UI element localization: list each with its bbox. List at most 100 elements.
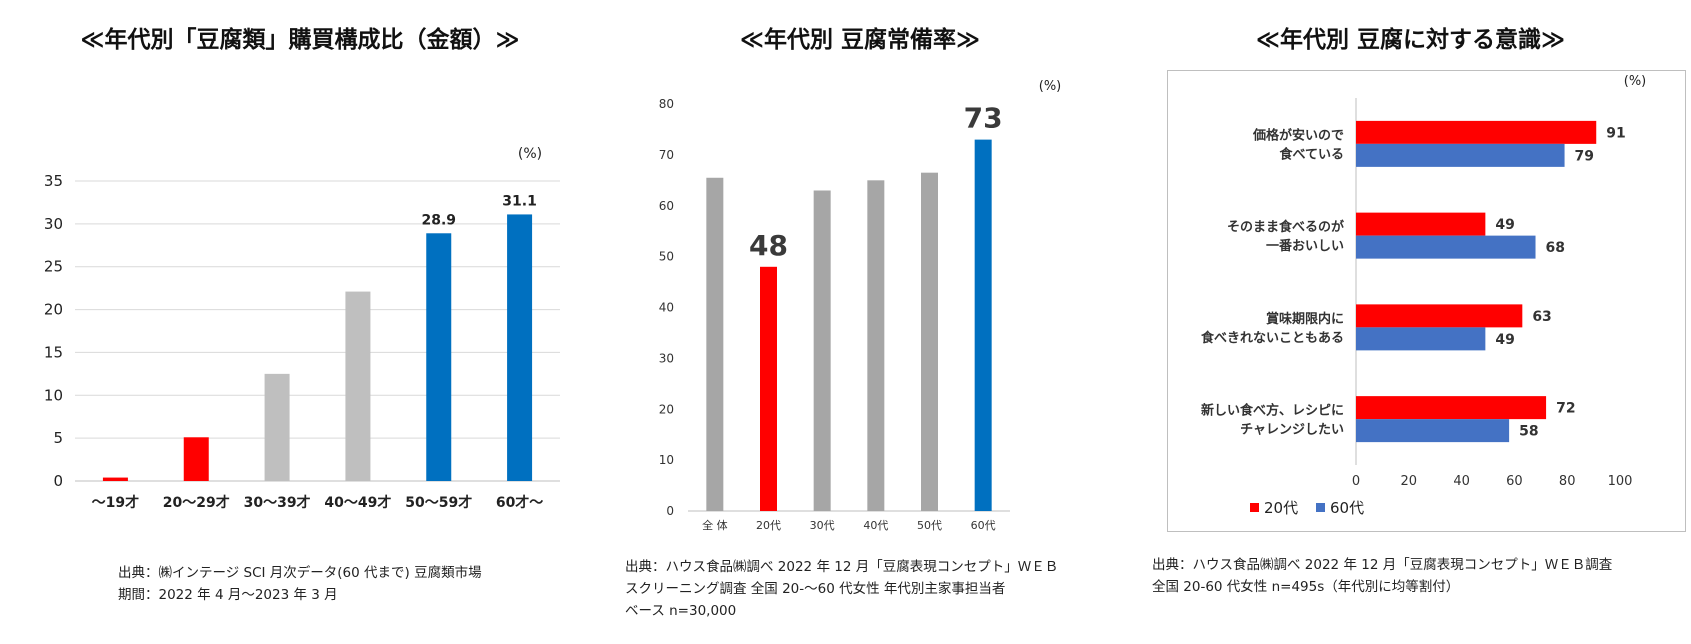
- chart-source: 出典：ハウス食品㈱調べ 2022 年 12 月「豆腐表現コンセプト」ＷＥＢ調査 …: [1152, 554, 1612, 598]
- x-tick-label: 50～59才: [405, 494, 472, 511]
- legend-swatch: [1316, 503, 1325, 512]
- x-tick-label: 40: [1453, 474, 1470, 489]
- bar: [1356, 120, 1597, 144]
- source-line: 出典：ハウス食品㈱調べ 2022 年 12 月「豆腐表現コンセプト」ＷＥＢ調査: [1152, 557, 1613, 573]
- x-tick-label: 20～29才: [163, 494, 230, 511]
- x-tick-label: ～19才: [92, 494, 139, 511]
- y-tick-label: 50: [659, 250, 674, 264]
- chart-panel-stock-rate: ≪年代別 豆腐常備率≫ 0 10 20 30 40 50 60 70 80 (%) 全 体 20代 48…: [600, 0, 1120, 644]
- source-line: ベース n=30,000: [625, 603, 737, 619]
- y-tick-label: 0: [53, 472, 63, 490]
- purchase-ratio-chart: 0 5 10 15 20 25 30 35 (%) ～19才 20～29才 30～39才 40～49才 5…: [44, 146, 560, 511]
- y-tick-label: 10: [44, 386, 63, 404]
- y-tick-label: 5: [53, 429, 63, 447]
- y-tick-label: 25: [44, 258, 63, 276]
- source-line: 期間：2022 年 4 月～2023 年 3 月: [118, 587, 338, 603]
- bar: [102, 477, 128, 481]
- bar: [426, 233, 452, 481]
- data-label: 48: [749, 229, 788, 262]
- category-label: 賞味期限内に: [1266, 311, 1344, 327]
- y-tick-label: 35: [44, 172, 63, 190]
- bar: [813, 190, 831, 512]
- stock-rate-chart: 0 10 20 30 40 50 60 70 80 (%) 全 体 20代 48 30代 40代 50代 60代…: [659, 79, 1062, 532]
- data-label: 49: [1495, 332, 1514, 348]
- bar: [1356, 143, 1565, 167]
- bar: [974, 139, 992, 512]
- unit-label: (%): [1624, 74, 1647, 89]
- x-tick-label: 60代: [971, 519, 996, 532]
- data-label: 79: [1575, 148, 1594, 164]
- y-tick-label: 10: [659, 453, 674, 467]
- y-tick-label: 30: [44, 215, 63, 233]
- data-label: 73: [964, 102, 1003, 135]
- chart-title: ≪年代別 豆腐に対する意識≫: [1255, 27, 1566, 53]
- bar: [183, 437, 209, 481]
- category-label: 新しい食べ方、レシピに: [1201, 403, 1344, 419]
- bar: [867, 180, 885, 511]
- bar: [1356, 235, 1536, 259]
- bar: [1356, 304, 1523, 328]
- category-label: 一番おいしい: [1266, 238, 1344, 254]
- category-label: そのまま食べるのが: [1227, 219, 1344, 235]
- legend-swatch: [1250, 503, 1259, 512]
- bar: [345, 291, 371, 481]
- data-label: 28.9: [421, 212, 456, 228]
- chart-title: ≪年代別 豆腐常備率≫: [739, 27, 981, 53]
- bar: [507, 214, 533, 481]
- bar: [1356, 212, 1486, 236]
- y-tick-label: 60: [659, 199, 674, 213]
- source-line: 出典：㈱インテージ SCI 月次データ(60 代まで) 豆腐類市場: [118, 565, 482, 581]
- data-label: 68: [1546, 240, 1565, 256]
- y-tick-label: 30: [659, 351, 674, 365]
- unit-label: (%): [1039, 79, 1062, 94]
- x-tick-label: 50代: [917, 519, 942, 532]
- y-tick-label: 20: [44, 301, 63, 319]
- chart-panel-purchase-ratio: ≪年代別「豆腐類」購買構成比（金額）≫ 0 5 10 15 20 25 30 35 (%) ～19…: [0, 0, 600, 644]
- unit-label: (%): [518, 146, 542, 162]
- x-tick-label: 20: [1401, 474, 1418, 489]
- x-tick-label: 80: [1559, 474, 1576, 489]
- chart-panel-awareness: ≪年代別 豆腐に対する意識≫ 0 20 40 60 80 100 (%) 91 79 価格が安いの…: [1130, 0, 1691, 644]
- y-tick-label: 20: [659, 402, 674, 416]
- x-tick-label: 30～39才: [244, 494, 311, 511]
- chart-title: ≪年代別「豆腐類」購買構成比（金額）≫: [80, 27, 520, 53]
- bar: [1356, 327, 1486, 351]
- x-tick-label: 0: [1352, 474, 1360, 489]
- bar: [264, 373, 290, 481]
- data-label: 72: [1556, 401, 1575, 417]
- data-label: 49: [1495, 217, 1514, 233]
- source-line: 出典：ハウス食品㈱調べ 2022 年 12 月「豆腐表現コンセプト」ＷＥＢ: [625, 559, 1059, 575]
- data-label: 63: [1532, 309, 1551, 325]
- source-line: 全国 20-60 代女性 n=495s（年代別に均等割付）: [1152, 579, 1460, 595]
- x-tick-label: 20代: [756, 519, 781, 532]
- y-tick-label: 15: [44, 343, 63, 361]
- category-label: 食べきれないこともある: [1201, 330, 1344, 346]
- x-tick-label: 100: [1608, 474, 1633, 489]
- x-tick-label: 全 体: [702, 518, 728, 532]
- data-label: 31.1: [502, 193, 537, 209]
- data-label: 91: [1606, 125, 1625, 141]
- category-label: 価格が安いので: [1252, 127, 1344, 143]
- data-label: 58: [1519, 424, 1538, 440]
- bar: [1356, 419, 1510, 443]
- category-label: 食べている: [1280, 146, 1344, 162]
- chart-source: 出典：ハウス食品㈱調べ 2022 年 12 月「豆腐表現コンセプト」ＷＥＢ スク…: [625, 556, 1058, 622]
- chart-source: 出典：㈱インテージ SCI 月次データ(60 代まで) 豆腐類市場 期間：202…: [118, 562, 482, 606]
- x-tick-label: 60: [1506, 474, 1523, 489]
- chart-frame: [1167, 70, 1686, 532]
- x-tick-label: 60才～: [496, 494, 543, 511]
- bar: [1356, 396, 1547, 420]
- legend-label: 20代: [1264, 499, 1298, 517]
- category-label: チャレンジしたい: [1240, 423, 1344, 438]
- x-tick-label: 30代: [810, 519, 835, 532]
- source-line: スクリーニング調査 全国 20-～60 代女性 年代別主家事担当者: [625, 581, 1006, 597]
- legend-label: 60代: [1330, 499, 1364, 517]
- y-tick-label: 0: [666, 504, 674, 518]
- y-tick-label: 40: [659, 301, 674, 315]
- x-tick-label: 40～49才: [324, 494, 391, 511]
- y-tick-label: 70: [659, 148, 674, 162]
- y-tick-label: 80: [659, 97, 674, 111]
- bar: [921, 172, 938, 511]
- bar: [760, 266, 777, 511]
